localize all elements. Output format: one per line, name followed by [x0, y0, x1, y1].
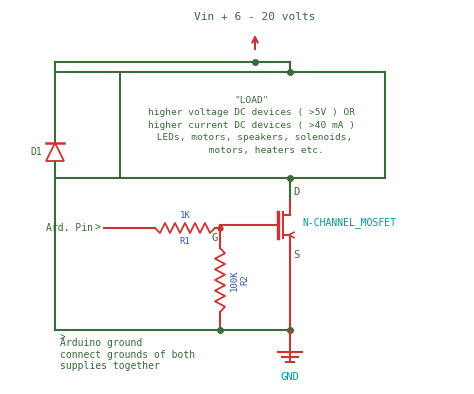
Text: >: > [60, 333, 66, 343]
Text: 1K: 1K [180, 211, 191, 220]
Text: Ard. Pin: Ard. Pin [46, 223, 93, 233]
Text: G: G [212, 233, 218, 243]
Text: 100K: 100K [230, 269, 239, 291]
Text: Arduino ground
connect grounds of both
supplies together: Arduino ground connect grounds of both s… [60, 338, 195, 371]
Text: R1: R1 [180, 237, 191, 246]
Text: >: > [95, 223, 101, 233]
Text: S: S [293, 250, 299, 260]
Text: GND: GND [281, 372, 300, 382]
Text: Vin + 6 - 20 volts: Vin + 6 - 20 volts [194, 12, 316, 22]
Text: R2: R2 [240, 275, 249, 285]
Text: D: D [293, 187, 299, 197]
Bar [120, 72, 385, 178]
Text: N-CHANNEL_MOSFET: N-CHANNEL_MOSFET [302, 217, 396, 229]
Text: "LOAD"
higher voltage DC devices ( >5V ) OR
higher current DC devices ( >40 mA ): "LOAD" higher voltage DC devices ( >5V )… [148, 95, 356, 154]
Text: D1: D1 [30, 147, 42, 157]
